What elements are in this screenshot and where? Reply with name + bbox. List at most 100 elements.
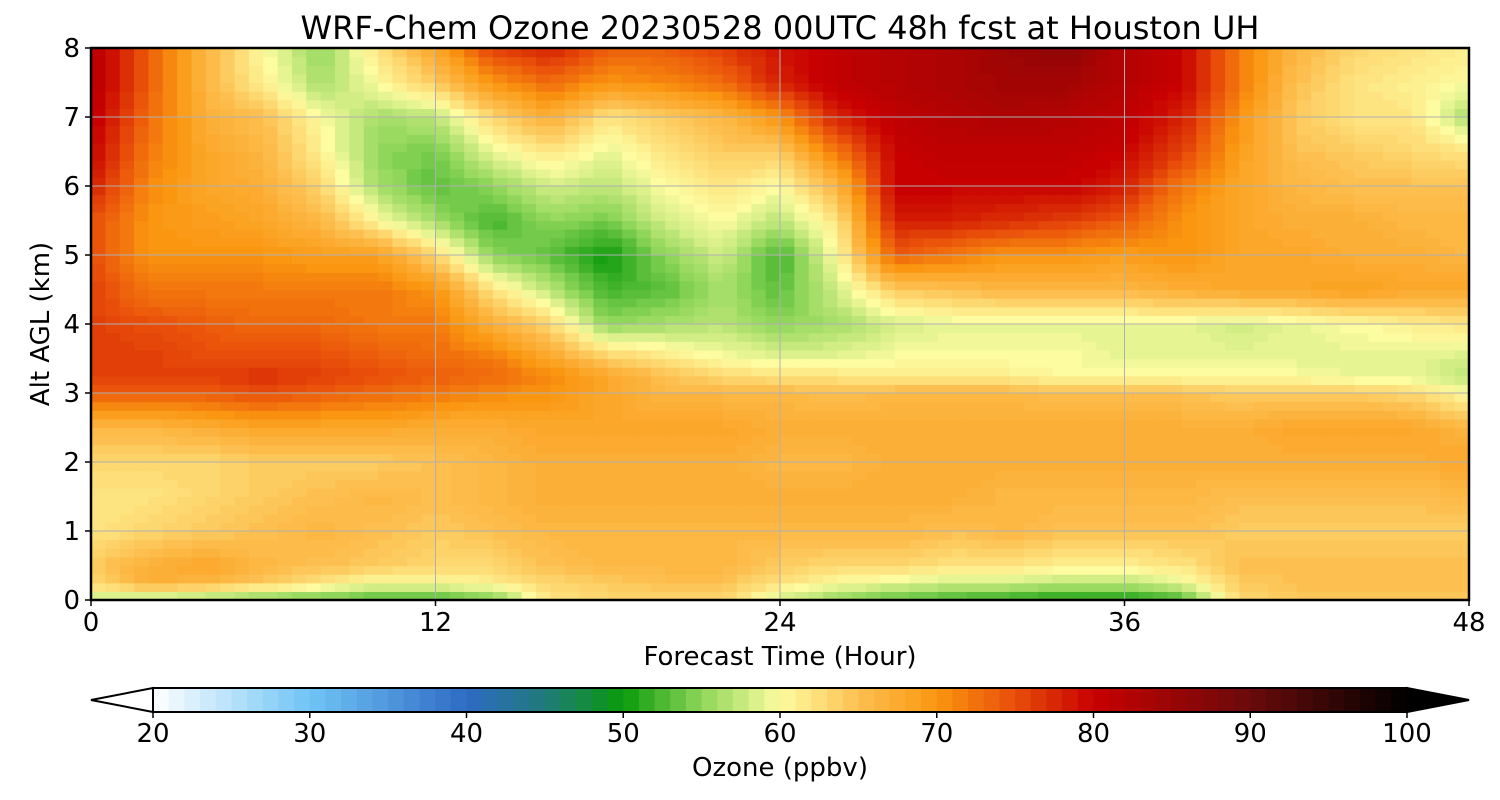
heatmap-cell xyxy=(966,168,982,178)
heatmap-cell xyxy=(1454,255,1470,265)
heatmap-cell xyxy=(406,591,422,601)
heatmap-cell xyxy=(636,332,652,342)
heatmap-cell xyxy=(464,255,480,265)
heatmap-cell xyxy=(1354,324,1370,334)
heatmap-cell xyxy=(91,479,106,489)
heatmap-cell xyxy=(1339,349,1355,360)
heatmap-cell xyxy=(966,358,982,368)
heatmap-cell xyxy=(1081,255,1097,265)
heatmap-cell xyxy=(751,298,767,308)
heatmap-cell xyxy=(291,255,307,265)
heatmap-cell xyxy=(708,160,724,170)
heatmap-cell xyxy=(291,513,307,523)
heatmap-cell xyxy=(1354,177,1370,187)
heatmap-cell xyxy=(550,280,566,291)
heatmap-cell xyxy=(1124,548,1140,558)
heatmap-cell xyxy=(263,410,279,420)
heatmap-cell xyxy=(205,470,221,480)
heatmap-cell xyxy=(234,496,250,506)
heatmap-cell xyxy=(1339,591,1355,601)
heatmap-cell xyxy=(291,393,307,403)
heatmap-cell xyxy=(220,229,236,239)
heatmap-cell xyxy=(966,367,982,377)
heatmap-cell xyxy=(1153,393,1169,403)
heatmap-cell xyxy=(535,496,551,506)
heatmap-cell xyxy=(1067,487,1083,498)
heatmap-cell xyxy=(349,289,365,299)
heatmap-cell xyxy=(1454,263,1470,273)
heatmap-cell xyxy=(736,436,752,446)
heatmap-cell xyxy=(119,341,135,351)
heatmap-cell xyxy=(478,548,494,558)
heatmap-cell xyxy=(521,203,537,213)
heatmap-cell xyxy=(1311,272,1327,282)
heatmap-cell xyxy=(1095,384,1111,394)
heatmap-cell xyxy=(1038,401,1054,411)
heatmap-cell xyxy=(535,220,551,230)
heatmap-cell xyxy=(1009,194,1025,204)
heatmap-cell xyxy=(1095,444,1111,454)
heatmap-cell xyxy=(435,462,451,472)
heatmap-cell xyxy=(622,479,638,489)
heatmap-cell xyxy=(421,479,437,489)
heatmap-cell xyxy=(665,582,681,592)
heatmap-cell xyxy=(866,324,882,334)
heatmap-cell xyxy=(1454,522,1470,532)
heatmap-cell xyxy=(277,194,293,204)
heatmap-cell xyxy=(1311,151,1327,161)
heatmap-cell xyxy=(866,375,882,385)
heatmap-cell xyxy=(492,194,508,204)
heatmap-cell xyxy=(593,496,609,506)
heatmap-cell xyxy=(378,565,394,575)
heatmap-cell xyxy=(234,237,250,247)
heatmap-cell xyxy=(751,582,767,592)
heatmap-cell xyxy=(1397,453,1413,463)
heatmap-cell xyxy=(650,410,666,420)
heatmap-cell xyxy=(751,324,767,334)
heatmap-cell xyxy=(1425,505,1441,515)
heatmap-cell xyxy=(909,487,925,498)
heatmap-cell xyxy=(1411,582,1427,592)
heatmap-cell xyxy=(521,505,537,515)
heatmap-cell xyxy=(1368,229,1384,239)
heatmap-cell xyxy=(837,246,853,256)
heatmap-cell xyxy=(650,444,666,454)
heatmap-cell xyxy=(105,393,121,403)
heatmap-cell xyxy=(363,298,379,308)
heatmap-cell xyxy=(952,194,968,204)
heatmap-cell xyxy=(1268,427,1283,437)
heatmap-cell xyxy=(105,496,121,506)
heatmap-cell xyxy=(1325,375,1341,385)
heatmap-cell xyxy=(851,211,867,222)
heatmap-cell xyxy=(277,332,293,342)
heatmap-cell xyxy=(1196,186,1212,196)
heatmap-cell xyxy=(722,418,738,429)
heatmap-cell xyxy=(808,315,824,325)
heatmap-cell xyxy=(1325,177,1341,187)
heatmap-cell xyxy=(162,255,178,265)
heatmap-cell xyxy=(593,194,609,204)
heatmap-cell xyxy=(1368,556,1384,567)
heatmap-cell xyxy=(1024,358,1039,368)
heatmap-cell xyxy=(866,384,882,394)
heatmap-cell xyxy=(894,280,910,291)
heatmap-cell xyxy=(880,332,896,342)
heatmap-cell xyxy=(1110,401,1126,411)
heatmap-cell xyxy=(693,298,709,308)
heatmap-cell xyxy=(449,186,465,196)
heatmap-cell xyxy=(248,436,264,446)
heatmap-cell xyxy=(535,453,551,463)
heatmap-cell xyxy=(665,160,681,170)
heatmap-cell xyxy=(449,384,465,394)
heatmap-cell xyxy=(248,246,264,256)
heatmap-cell xyxy=(564,574,580,584)
heatmap-cell xyxy=(1038,229,1054,239)
heatmap-cell xyxy=(952,444,968,454)
heatmap-cell xyxy=(1124,401,1140,411)
heatmap-cell xyxy=(780,384,795,394)
heatmap-cell xyxy=(392,496,408,506)
heatmap-cell xyxy=(1311,384,1327,394)
heatmap-cell xyxy=(248,211,264,222)
heatmap-cell xyxy=(622,237,638,247)
heatmap-cell xyxy=(449,487,465,498)
